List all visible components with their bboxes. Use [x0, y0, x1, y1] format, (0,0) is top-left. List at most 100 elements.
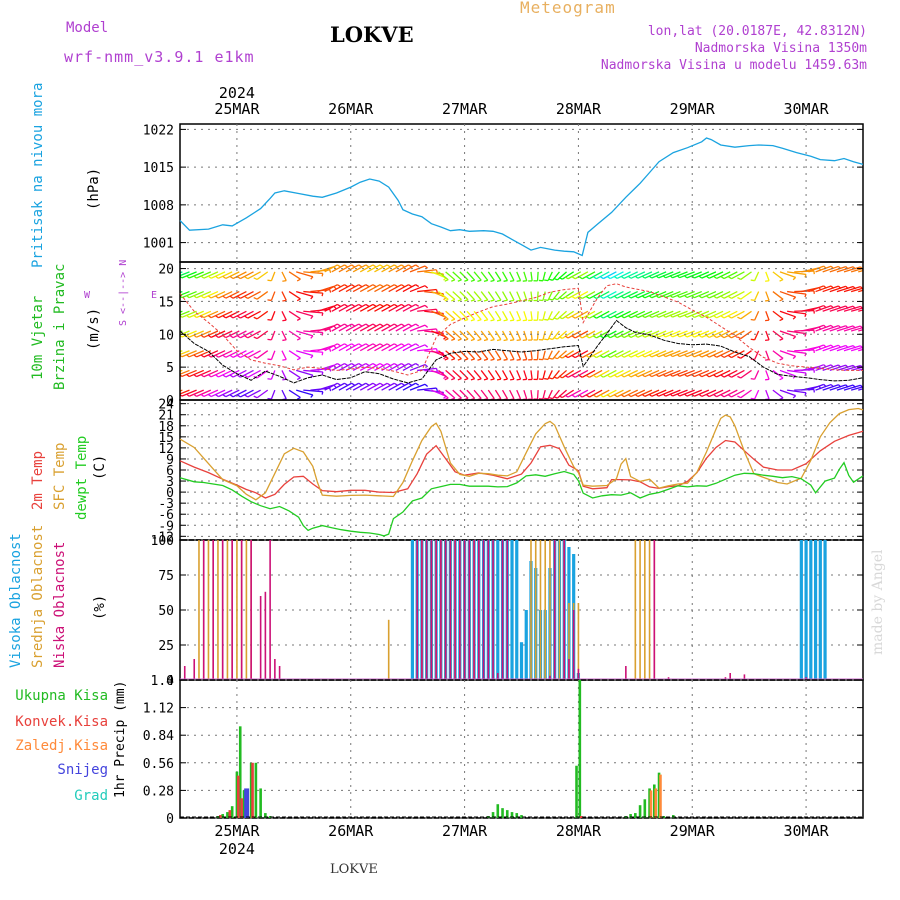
wind-barb-feather [737, 395, 742, 399]
wind-barb-feather [186, 354, 190, 358]
wind-barb-feather [172, 315, 175, 317]
wind-barb-feather [351, 343, 356, 347]
wind-barb [701, 389, 717, 398]
y-tick-label: 0 [166, 812, 174, 827]
model-label: Model [66, 20, 109, 36]
wind-barb [523, 330, 528, 341]
wind-barb [196, 271, 212, 279]
wind-barb [317, 266, 334, 273]
wind-barb [317, 384, 334, 391]
bar-mid [544, 540, 547, 680]
wind-barb [180, 271, 190, 277]
wind-barb [473, 389, 482, 399]
wind-barb-feather [613, 275, 618, 279]
wind-barb [651, 389, 667, 397]
wind-barb-feather [386, 323, 391, 327]
wind-barb-feather [599, 276, 604, 280]
wind-barb-feather [435, 289, 438, 293]
wind-barb [630, 271, 646, 279]
wind-barb-feather [344, 343, 348, 347]
wind-barb [480, 350, 489, 360]
wind-barb-feather [655, 275, 660, 279]
wind-barb [716, 271, 731, 279]
wind-barb [822, 285, 839, 293]
bar-high [524, 610, 528, 680]
wind-barb-feather [544, 397, 549, 400]
wind-barb-feather [244, 335, 249, 339]
bar-total [648, 788, 651, 818]
wind-barb-feather [222, 394, 227, 398]
wind-barb-feather [200, 374, 205, 378]
wind-barb-feather [804, 333, 807, 337]
wind-barb [523, 271, 528, 281]
wind-barb [402, 382, 416, 391]
wind-barb [651, 310, 667, 319]
wind-barb [603, 389, 617, 398]
wind-barb-feather [337, 362, 341, 367]
wind-barb [203, 310, 219, 319]
wind-barb-feather [585, 374, 590, 378]
wind-barb-feather [415, 382, 420, 386]
wind-barb-feather [779, 278, 784, 282]
wind-barb [858, 368, 863, 372]
wind-barb [609, 369, 624, 378]
wind-barb [574, 389, 589, 398]
wind-barb [779, 271, 796, 279]
wind-barb [516, 370, 522, 380]
wind-barb [417, 288, 437, 293]
wind-barb [754, 389, 760, 400]
bar-low [193, 659, 196, 680]
wind-barb [694, 271, 710, 279]
wind-barb [772, 271, 784, 281]
wind-barb [509, 389, 515, 400]
series-sfc [179, 407, 864, 501]
wind-barb-feather [641, 334, 646, 338]
wind-barb-feather [483, 378, 488, 381]
wind-barb [536, 350, 539, 360]
wind-barb [494, 389, 502, 400]
wind-barb [381, 343, 395, 352]
wind-barb [858, 329, 863, 332]
wind-barb-feather [193, 354, 197, 358]
wind-barb [740, 330, 752, 340]
wind-barb-feather [244, 374, 249, 378]
wind-barb-feather [444, 279, 449, 282]
wind-barb-feather [676, 314, 680, 318]
wind-barb [281, 271, 287, 281]
wind-barb-feather [496, 279, 502, 282]
bar-low [440, 540, 442, 680]
bar-conv [228, 810, 232, 818]
wind-barb [679, 369, 695, 377]
wind-barb-feather [627, 275, 632, 279]
panel-frame-temp [179, 399, 864, 541]
wind-barb-feather [599, 335, 604, 339]
wind-barb [765, 330, 770, 341]
wind-barb-feather [451, 298, 456, 302]
wind-barb [679, 271, 695, 279]
wind-barb-feather [564, 276, 569, 280]
wind-barb-feather [451, 338, 456, 341]
wind-barb [665, 389, 681, 397]
wind-barb [542, 370, 546, 380]
wind-barb [815, 305, 832, 312]
wind-barb-feather [599, 394, 604, 398]
wind-barb-feather [868, 366, 870, 369]
wind-barb [779, 310, 796, 318]
cloud-low-title: Niska Oblacnost [52, 542, 68, 668]
wind-barb [815, 285, 832, 293]
wind-barb [256, 291, 269, 300]
wind-barb-feather [358, 382, 363, 386]
wind-barb [445, 291, 456, 301]
wind-barb [240, 290, 254, 299]
wind-barb-feather [451, 377, 456, 381]
bar-total [638, 805, 642, 818]
wind-barb [210, 271, 226, 279]
wind-barb-feather [200, 393, 205, 397]
temp-unit: (C) [92, 455, 108, 480]
wind-barb [679, 389, 695, 397]
wind-barb [232, 330, 247, 339]
y-tick-label: 25 [158, 639, 174, 654]
bar-total [226, 812, 229, 818]
wind-barb-feather [207, 393, 212, 398]
wind-barb [542, 291, 546, 301]
